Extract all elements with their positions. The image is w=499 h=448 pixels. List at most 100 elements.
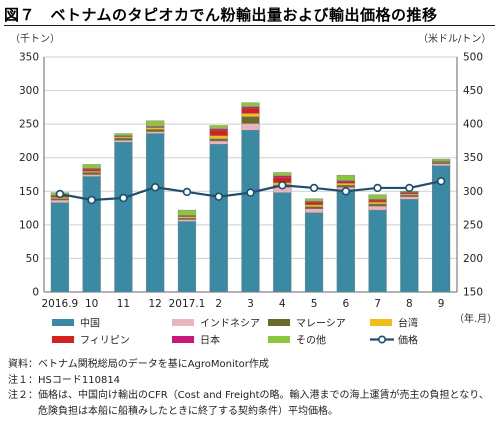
legend-swatch [268,336,290,343]
y-right-tick-label: 400 [463,119,483,131]
bar-segment [82,170,101,173]
legend-swatch [172,319,194,326]
bar-segment [114,142,133,293]
bar-segment [146,129,165,132]
price-point [214,192,223,201]
y-left-tick-label: 150 [19,186,39,198]
bar-segment [304,204,324,207]
bar-segment [241,106,260,109]
bar-segment [82,164,101,169]
bar-segment [336,174,355,181]
x-tick-label: 11 [117,298,130,310]
bar-segment [50,202,69,293]
y-right-tick-label: 250 [463,219,483,231]
price-point [119,193,128,203]
bar-segment [336,185,355,188]
bar-segment [241,123,260,131]
y-left-tick-label: 350 [19,52,39,64]
note-1: 注１： HSコード110814 [8,373,496,389]
legend-label: インドネシア [200,318,260,330]
bar-segment [177,209,197,216]
note-text: 価格は、中国向け輸出のCFR（Cost and Freightの略。輸入港までの… [38,390,489,417]
bar-segment [177,221,197,293]
bar-segment [177,216,197,219]
bar-segment [177,219,197,222]
bar-segment [400,192,419,195]
bar-segment [114,133,133,136]
bar-segment [432,163,451,166]
bar-segment [82,176,101,293]
price-point [309,183,319,193]
bar-segment [146,133,165,293]
legend-swatch [52,336,74,343]
price-point [150,183,160,192]
legend-label: マレーシア [296,319,346,330]
y-left-tick-label: 200 [19,152,39,164]
bar-segment [336,189,355,293]
bar-segment [368,203,387,207]
y-left-tick-label: 100 [19,219,39,231]
y-right-tick-label: 500 [463,52,483,64]
bar-segment [304,198,324,202]
y-right-tick-label: 350 [463,152,483,164]
bar-segment [368,201,387,205]
bar-segment [114,140,133,143]
legend-label: フィリピン [80,335,130,347]
bar-segment [50,199,69,203]
price-point [55,189,65,199]
price-point [405,183,414,193]
y-left-tick-label: 300 [19,85,39,97]
title-rule [4,25,495,26]
bar-segment [114,138,133,141]
chart-area: 0 50 100 150 200 250 300 350 150 200 250 300 350 400 4… [19,52,497,347]
y-right-tick-label: 150 [463,287,483,299]
price-point [87,195,96,205]
x-tick-label: 7 [374,298,381,310]
x-tick-label: 9 [438,298,445,310]
legend-swatch [377,335,386,344]
x-tick-label: 5 [311,298,318,310]
note-source: 資料： ベトナム関税総局のデータを基にAgroMonitor作成 [8,357,496,373]
y-right-tick-label: 200 [463,253,483,265]
price-point [182,187,192,197]
x-tick-label: 8 [406,298,413,310]
price-point [246,188,255,197]
x-tick-label: 3 [247,298,254,310]
price-point [436,177,446,186]
bar-segment [241,129,260,293]
x-tick-label: 10 [85,298,98,310]
note-2: 注２： 価格は、中国向け輸出のCFR（Cost and Freightの略。輸入… [8,388,496,419]
bar-segment [209,138,228,142]
bar-segment [400,196,419,200]
x-axis-unit: （年.月） [454,312,497,325]
bar-segment [82,172,101,175]
legend-label: 台湾 [398,317,418,330]
bar-segment [336,181,355,184]
bar-segment [273,172,292,177]
note-text: HSコード110814 [38,374,121,386]
bar-segment [146,120,165,127]
bar-segment [241,113,260,117]
bar-segment [209,140,228,145]
left-axis-unit: （千トン） [10,34,60,45]
bar-segment [209,129,228,136]
price-point [373,183,382,193]
notes-block: 資料： ベトナム関税総局のデータを基にAgroMonitor作成 注１： HSコ… [8,357,496,419]
legend-label: 価格 [398,334,418,347]
legend-label: その他 [296,334,326,347]
bar-segment [82,174,101,177]
bar-segment [368,205,387,211]
legend-label: 中国 [80,317,100,330]
bar-segment [209,144,228,293]
bar-segment [82,168,101,172]
bar-segment [368,194,387,200]
y-left-tick-label: 250 [19,119,39,131]
bar-segment [400,195,419,197]
note-text: ベトナム関税総局のデータを基にAgroMonitor作成 [38,359,269,370]
y-left-tick-label: 0 [32,287,39,299]
x-tick-label: 12 [149,298,162,310]
right-axis-unit: （米ドル/トン） [418,34,492,45]
x-tick-label: 2017.1 [169,298,206,310]
bar-segment [368,199,387,203]
bar-segment [177,217,197,220]
